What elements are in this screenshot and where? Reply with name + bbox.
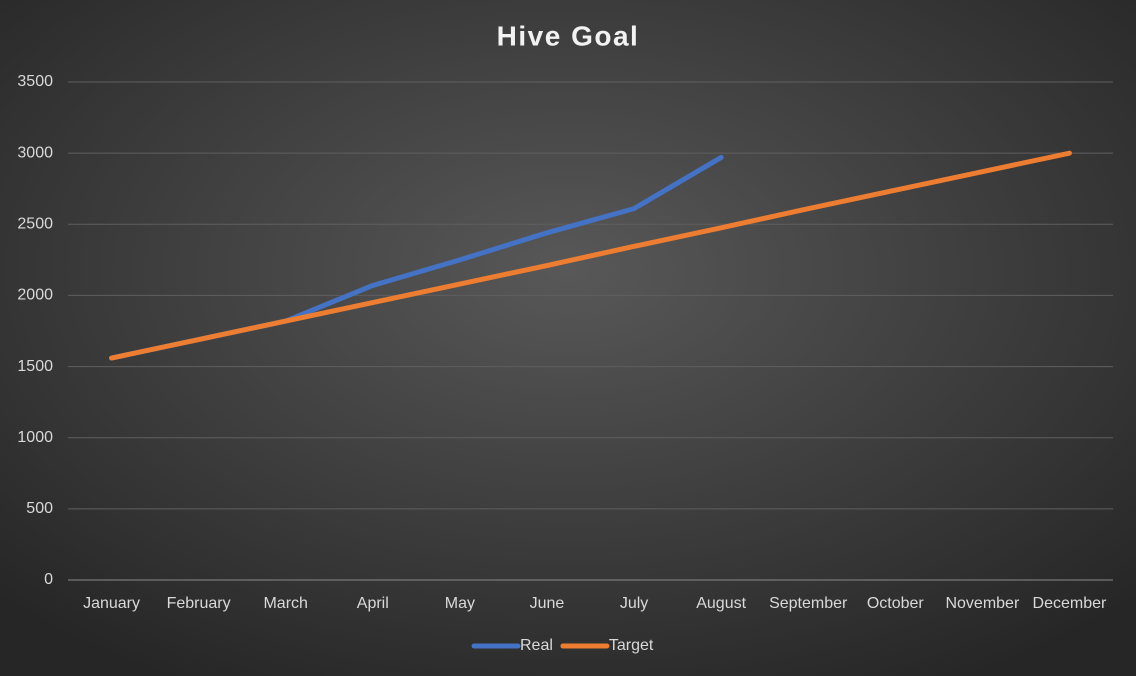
x-tick-label: October — [867, 595, 925, 612]
y-tick-label: 2000 — [17, 287, 53, 304]
x-tick-label: June — [530, 595, 565, 612]
y-tick-label: 1000 — [17, 429, 53, 446]
y-tick-label: 2500 — [17, 216, 53, 233]
x-tick-label: April — [357, 595, 389, 612]
x-tick-label: January — [83, 595, 140, 612]
x-tick-label: July — [620, 595, 648, 612]
y-tick-label: 1500 — [17, 358, 53, 375]
y-tick-label: 0 — [44, 571, 53, 588]
x-tick-label: December — [1033, 595, 1107, 612]
x-tick-label: August — [696, 595, 746, 612]
x-tick-label: February — [167, 595, 231, 612]
x-tick-label: March — [263, 595, 307, 612]
y-tick-label: 3500 — [17, 73, 53, 90]
legend-label: Target — [609, 637, 654, 654]
x-tick-label: November — [945, 595, 1019, 612]
x-tick-label: September — [769, 595, 848, 612]
x-tick-label: May — [445, 595, 475, 612]
legend-label: Real — [520, 637, 553, 654]
y-tick-label: 3000 — [17, 144, 53, 161]
line-series — [109, 150, 1072, 361]
chart-title: Hive Goal — [497, 20, 640, 51]
y-tick-label: 500 — [26, 500, 53, 517]
